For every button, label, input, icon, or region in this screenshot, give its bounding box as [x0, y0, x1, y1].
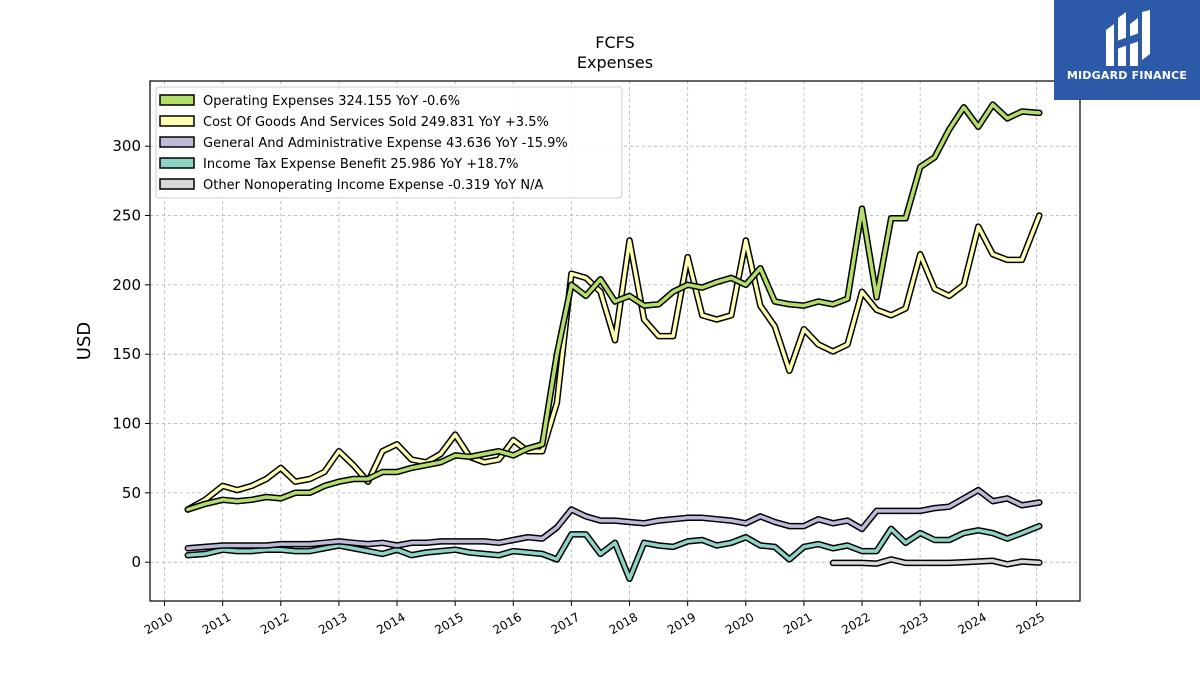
legend: Operating Expenses 324.155 YoY -0.6% Cost… — [155, 86, 623, 199]
x-tick-label: 2015 — [432, 610, 465, 637]
chart-title: FCFS — [595, 33, 634, 52]
y-tick-label: 0 — [131, 553, 141, 571]
x-tick-label: 2011 — [200, 610, 233, 637]
x-tick-label: 2014 — [374, 610, 407, 637]
series-outline-income-tax-expense-benefit — [184, 522, 1043, 583]
chart-subtitle: Expenses — [577, 53, 653, 72]
legend-entry: Operating Expenses 324.155 YoY -0.6% — [203, 94, 460, 109]
legend-entry: Income Tax Expense Benefit 25.986 YoY +1… — [203, 157, 518, 172]
series-line-operating-expenses — [186, 102, 1042, 512]
legend-swatch — [159, 157, 195, 169]
x-tick-label: 2010 — [142, 610, 175, 637]
legend-swatch — [159, 136, 195, 148]
y-tick-label: 300 — [112, 137, 141, 155]
legend-box — [155, 86, 623, 199]
x-tick-label: 2021 — [781, 610, 814, 637]
y-tick-label: 50 — [122, 484, 141, 502]
y-tick-label: 150 — [112, 345, 141, 363]
y-tick-label: 250 — [112, 207, 141, 225]
brand-mark-icon — [1106, 10, 1150, 66]
series-line-general-and-administrative-expense — [186, 488, 1042, 551]
x-tick-label: 2023 — [897, 610, 930, 637]
x-tick-label: 2013 — [316, 610, 349, 637]
series-line-cost-of-goods-and-services-sold — [186, 213, 1042, 512]
series-line-income-tax-expense-benefit — [186, 524, 1042, 581]
series-outline-cost-of-goods-and-services-sold — [184, 212, 1043, 513]
brand-name: MIDGARD FINANCE — [1066, 69, 1188, 82]
legend-entry: Cost Of Goods And Services Sold 249.831 … — [203, 115, 549, 130]
series-line-other-nonoperating-income-expense — [831, 557, 1042, 567]
x-tick-label: 2024 — [956, 610, 989, 637]
x-tick-label: 2022 — [839, 610, 872, 637]
plot-frame — [149, 80, 1081, 602]
legend-swatch — [159, 115, 195, 127]
legend-entry: Other Nonoperating Income Expense -0.319… — [203, 178, 543, 193]
legend-swatch — [159, 178, 195, 190]
legend-swatch — [159, 94, 195, 106]
x-tick-label: 2025 — [1014, 610, 1047, 637]
x-tick-label: 2019 — [665, 610, 698, 637]
x-tick-label: 2018 — [607, 610, 640, 637]
y-axis-label: USD — [74, 322, 95, 360]
x-tick-label: 2020 — [723, 610, 756, 637]
brand-logo: MIDGARD FINANCE — [1054, 0, 1200, 100]
x-tick-label: 2016 — [491, 610, 524, 637]
y-tick-label: 100 — [112, 415, 141, 433]
y-tick-label: 200 — [112, 276, 141, 294]
series-layer — [184, 101, 1043, 583]
x-tick-label: 2017 — [549, 610, 582, 637]
x-tick-label: 2012 — [258, 610, 291, 637]
legend-entry: General And Administrative Expense 43.63… — [203, 136, 568, 151]
